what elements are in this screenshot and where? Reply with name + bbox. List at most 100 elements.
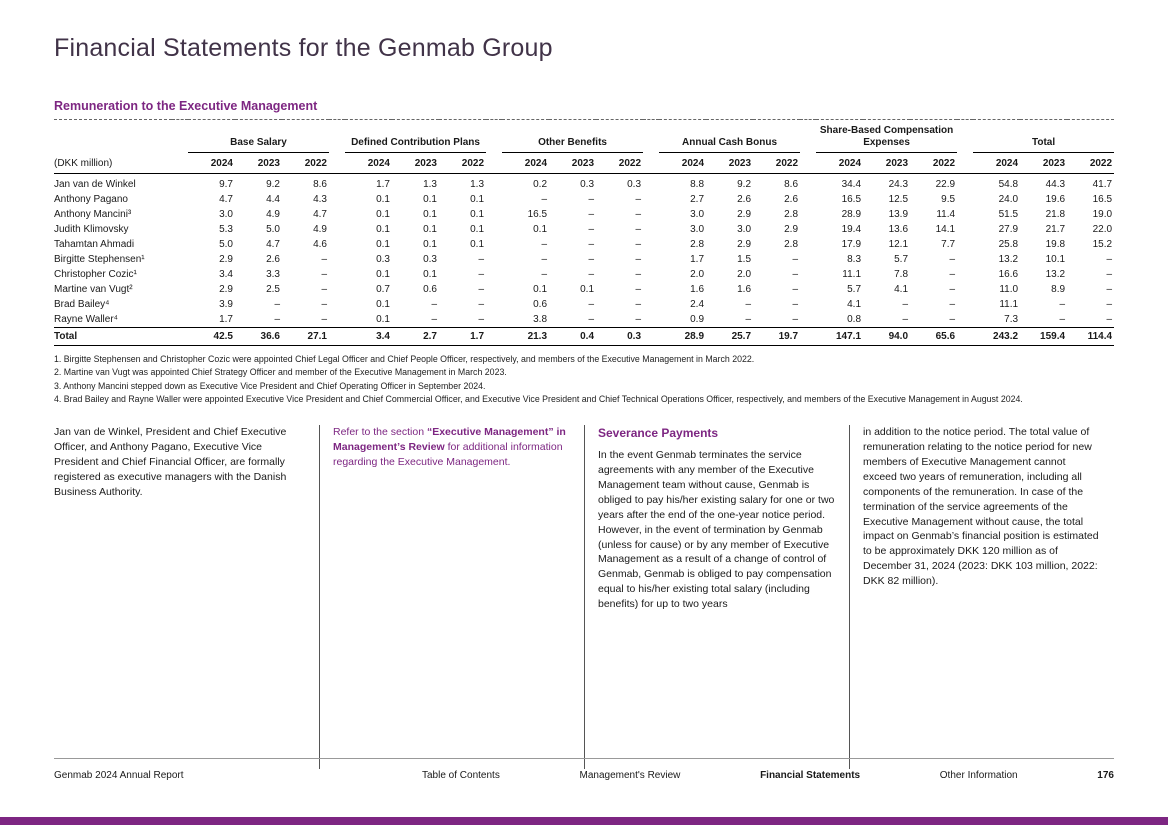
- value-cell: 8.6: [784, 178, 799, 190]
- value-cell: 16.5: [1092, 193, 1113, 205]
- spacer-cell: [643, 267, 659, 282]
- value-cell: 5.0: [266, 223, 280, 235]
- value-cell: 3.0: [737, 223, 752, 235]
- value-cell: 1.3: [423, 178, 437, 190]
- spacer-cell: [800, 237, 816, 252]
- value-cell: –: [792, 313, 799, 325]
- spacer-cell: [329, 237, 345, 252]
- value-cell: –: [588, 268, 595, 280]
- spacer-cell: [329, 312, 345, 328]
- table-row: Jan van de Winkel 9.7 9.2 8.6 1.7 1.3 1.3 0.2 0.…: [54, 173, 1114, 192]
- value-cell: –: [635, 253, 642, 265]
- year-header: 2024: [502, 152, 550, 174]
- year-header: 2023: [235, 152, 282, 174]
- footer: Genmab 2024 Annual Report Table of Conte…: [54, 758, 1114, 781]
- value-cell: 4.7: [266, 238, 280, 250]
- value-cell: –: [902, 313, 909, 325]
- value-cell: 2.9: [737, 208, 752, 220]
- value-cell: 2.6: [784, 193, 799, 205]
- value-cell: 4.9: [313, 223, 327, 235]
- spacer-cell: [329, 282, 345, 297]
- table-row: Martine van Vugt² 2.9 2.5 – 0.7 0.6 – 0.1 0.1 – 1.…: [54, 282, 1114, 297]
- value-cell: 0.3: [596, 326, 644, 346]
- value-cell: 54.8: [998, 178, 1019, 190]
- value-cell: 0.3: [580, 178, 595, 190]
- value-cell: –: [541, 268, 548, 280]
- spacer-cell: [800, 207, 816, 222]
- value-cell: 0.1: [376, 238, 390, 250]
- spacer-cell: [957, 252, 973, 267]
- body-column-reference: Refer to the section “Executive Manageme…: [319, 425, 584, 770]
- bottom-accent-bar: [0, 817, 1168, 825]
- value-cell: –: [902, 298, 909, 310]
- value-cell: –: [1106, 313, 1113, 325]
- value-cell: 0.7: [376, 283, 390, 295]
- value-cell: 0.1: [376, 268, 390, 280]
- footer-nav-financial-statements[interactable]: Financial Statements: [760, 770, 861, 781]
- value-cell: –: [635, 223, 642, 235]
- footer-nav-table-of-contents[interactable]: Table of Contents: [422, 770, 500, 781]
- value-cell: 3.9: [219, 298, 233, 310]
- spacer-cell: [486, 207, 502, 222]
- value-cell: 4.9: [266, 208, 280, 220]
- value-cell: 24.3: [888, 178, 909, 190]
- footer-nav-other-information[interactable]: Other Information: [939, 770, 1018, 781]
- value-cell: 5.0: [219, 238, 233, 250]
- value-cell: 0.4: [549, 326, 597, 346]
- value-cell: 0.1: [423, 223, 437, 235]
- value-cell: –: [321, 313, 327, 325]
- year-header: 2022: [596, 152, 644, 174]
- value-cell: 0.3: [376, 253, 390, 265]
- table-body: Jan van de Winkel 9.7 9.2 8.6 1.7 1.3 1.3 0.2 0.…: [54, 173, 1115, 346]
- value-cell: 13.2: [1045, 268, 1066, 280]
- value-cell: 16.6: [998, 268, 1019, 280]
- reference-paragraph: Refer to the section “Executive Manageme…: [333, 425, 570, 470]
- spacer-cell: [643, 297, 659, 312]
- row-label: Martine van Vugt²: [54, 283, 133, 295]
- value-cell: 4.1: [847, 298, 862, 310]
- value-cell: –: [588, 313, 595, 325]
- value-cell: –: [321, 283, 327, 295]
- value-cell: 5.7: [847, 283, 862, 295]
- value-cell: –: [1059, 298, 1066, 310]
- footnote-3: 3. Anthony Mancini stepped down as Execu…: [54, 380, 486, 391]
- value-cell: 11.4: [936, 208, 956, 220]
- spacer-cell: [643, 252, 659, 267]
- value-cell: 2.7: [392, 326, 439, 346]
- row-label: Tahamtan Ahmadi: [54, 238, 135, 250]
- value-cell: 243.2: [973, 326, 1021, 346]
- spacer-cell: [172, 192, 188, 207]
- value-cell: –: [588, 208, 595, 220]
- value-cell: 13.9: [888, 208, 909, 220]
- spacer-cell: [800, 222, 816, 237]
- spacer-cell: [486, 152, 503, 174]
- value-cell: 27.1: [282, 326, 329, 346]
- table-row: Judith Klimovsky 5.3 5.0 4.9 0.1 0.1 0.1 0.1 – – 3…: [54, 222, 1114, 237]
- spacer-cell: [486, 173, 502, 192]
- value-cell: 0.1: [580, 283, 595, 295]
- body-column-severance-1: Severance Payments In the event Genmab t…: [584, 425, 849, 770]
- spacer-cell: [800, 252, 816, 267]
- page-title: Financial Statements for the Genmab Grou…: [54, 34, 553, 62]
- spacer-cell: [643, 173, 659, 192]
- spacer-cell: [957, 192, 973, 207]
- value-cell: 1.6: [690, 283, 705, 295]
- value-cell: 21.3: [502, 326, 550, 346]
- spacer-cell: [800, 326, 817, 346]
- value-cell: –: [274, 313, 280, 325]
- value-cell: 0.1: [423, 238, 437, 250]
- value-cell: 28.9: [841, 208, 862, 220]
- row-label: Birgitte Stephensen¹: [54, 253, 145, 265]
- value-cell: 4.3: [313, 193, 327, 205]
- spacer-cell: [329, 326, 345, 346]
- value-cell: –: [478, 253, 485, 265]
- value-cell: 19.6: [1045, 193, 1066, 205]
- value-cell: –: [949, 253, 956, 265]
- value-cell: 2.9: [737, 238, 752, 250]
- spacer-cell: [957, 297, 973, 312]
- value-cell: –: [792, 268, 799, 280]
- year-header: 2023: [549, 152, 597, 174]
- footer-nav-managements-review[interactable]: Management's Review: [579, 770, 681, 781]
- value-cell: 9.2: [737, 178, 752, 190]
- value-cell: 0.1: [376, 313, 390, 325]
